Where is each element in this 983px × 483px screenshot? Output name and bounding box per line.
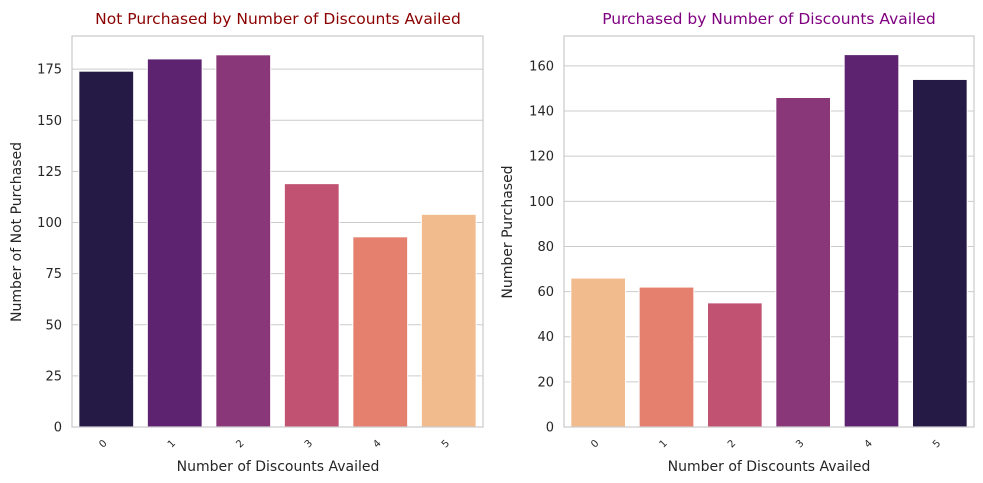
chart-right-x-ticks: 0 1 2 3 4 5 — [589, 438, 943, 450]
y-tick-label: 150 — [37, 114, 62, 129]
y-tick-label: 100 — [37, 216, 62, 231]
chart-right-y-axis-label: Number Purchased — [500, 165, 516, 298]
chart-right-x-axis-label: Number of Discounts Availed — [668, 459, 871, 475]
y-tick-label: 125 — [37, 165, 62, 180]
chart-left: Not Purchased by Number of Discounts Ava… — [9, 10, 484, 475]
x-tick-label: 2 — [234, 438, 246, 450]
x-tick-label: 4 — [371, 438, 383, 450]
chart-left-frame — [71, 35, 484, 428]
chart-right-bars — [570, 54, 968, 428]
bar-2 — [215, 54, 272, 428]
x-tick-label: 1 — [166, 438, 178, 450]
x-tick-label: 4 — [863, 438, 875, 450]
bar-0 — [570, 277, 626, 428]
chart-left-bars — [78, 54, 477, 428]
chart-left-plot-area — [72, 36, 483, 427]
bar-4 — [352, 236, 409, 428]
x-tick-label: 2 — [726, 438, 738, 450]
chart-right-frame — [563, 35, 975, 428]
bar-5 — [420, 213, 477, 428]
chart-right-title: Purchased by Number of Discounts Availed — [602, 10, 936, 28]
x-tick-label: 1 — [658, 438, 670, 450]
y-tick-label: 20 — [537, 375, 554, 390]
x-tick-label: 3 — [794, 438, 806, 450]
chart-left-y-ticks: 0 25 50 75 100 125 150 175 — [37, 63, 62, 436]
y-tick-label: 140 — [529, 105, 554, 120]
chart-left-title: Not Purchased by Number of Discounts Ava… — [95, 10, 461, 28]
y-tick-label: 75 — [45, 267, 62, 282]
y-tick-label: 120 — [529, 150, 554, 165]
y-tick-label: 80 — [537, 240, 554, 255]
y-tick-label: 100 — [529, 195, 554, 210]
chart-right-plot-area — [564, 36, 974, 427]
bar-5 — [912, 78, 968, 428]
chart-left-y-axis-label: Number of Not Purchased — [9, 142, 25, 322]
y-tick-label: 0 — [54, 421, 62, 436]
chart-left-x-ticks: 0 1 2 3 4 5 — [97, 438, 452, 450]
chart-right: Purchased by Number of Discounts Availed… — [500, 10, 975, 475]
x-tick-label: 0 — [589, 438, 601, 450]
y-tick-label: 0 — [546, 421, 554, 436]
bar-3 — [775, 96, 831, 428]
y-tick-label: 160 — [529, 59, 554, 74]
y-tick-label: 40 — [537, 330, 554, 345]
y-tick-label: 50 — [45, 318, 62, 333]
x-tick-label: 5 — [931, 438, 943, 450]
chart-right-gridlines — [564, 65, 974, 428]
x-tick-label: 0 — [97, 438, 109, 450]
chart-left-x-axis-label: Number of Discounts Availed — [177, 459, 380, 475]
bar-4 — [843, 54, 900, 428]
bar-3 — [283, 183, 340, 428]
y-tick-label: 175 — [37, 63, 62, 78]
y-tick-label: 25 — [45, 369, 62, 384]
x-tick-label: 3 — [303, 438, 315, 450]
bar-2 — [707, 302, 763, 428]
bar-1 — [638, 286, 695, 428]
chart-right-y-ticks: 0 20 40 60 80 100 120 140 160 — [529, 59, 554, 435]
y-tick-label: 60 — [537, 285, 554, 300]
bar-0 — [78, 70, 135, 428]
bar-1 — [146, 58, 203, 428]
x-tick-label: 5 — [440, 438, 452, 450]
